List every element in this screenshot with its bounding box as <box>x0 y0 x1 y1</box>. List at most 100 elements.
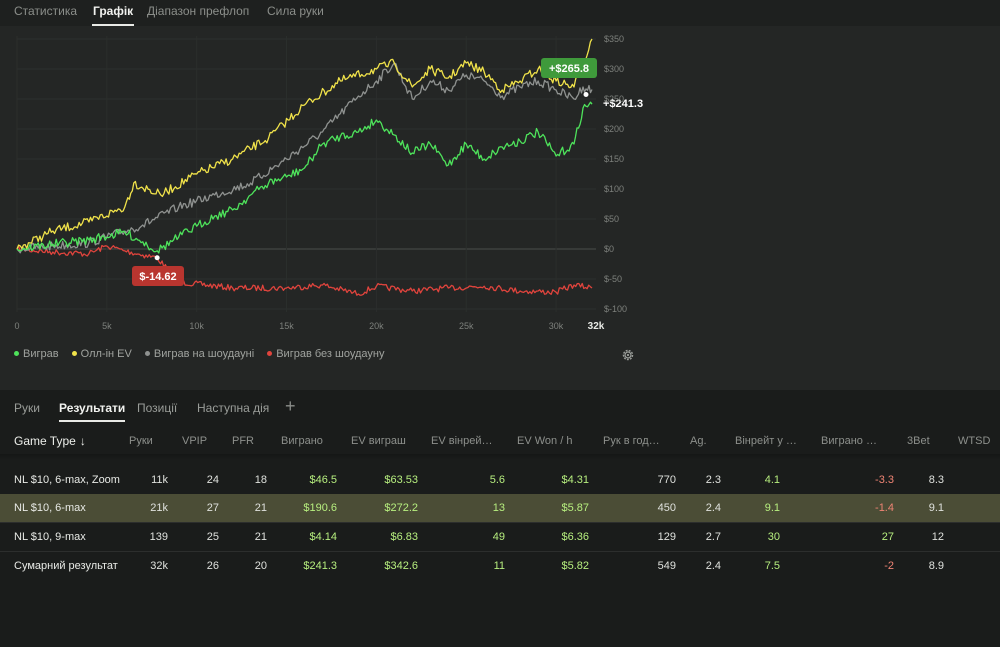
y-tick-label: $0 <box>604 244 614 254</box>
row-cell: 2.7 <box>705 531 721 543</box>
y-tick-label: $100 <box>604 184 624 194</box>
x-tick-label: 30k <box>549 321 564 331</box>
row-cell: 20 <box>254 560 267 572</box>
results-panel: Руки Результати Позиції Наступна дія + G… <box>0 390 1000 647</box>
column-3bet[interactable]: 3Bet <box>907 435 930 447</box>
graph-panel: +$265.8 +$241.3 $-14.62 $350 $300 $250 $200 $1… <box>0 26 1000 390</box>
tab-preflop-range[interactable]: Діапазон префлоп <box>147 4 250 18</box>
row-cell: 25 <box>206 531 219 543</box>
chart-legend: Виграв Олл-ін EV Виграв на шоудауні Вигр… <box>14 348 394 360</box>
row-cell: 9.1 <box>928 502 944 514</box>
gear-icon[interactable] <box>621 348 635 362</box>
row-cell: 139 <box>149 531 168 543</box>
tab-results[interactable]: Результати <box>59 401 126 422</box>
tab-hand-strength[interactable]: Сила руки <box>267 4 324 18</box>
row-cell: 12 <box>931 531 944 543</box>
row-cell: $5.82 <box>561 560 589 572</box>
tab-positions[interactable]: Позиції <box>137 401 178 415</box>
column-hands-per-hour[interactable]: Рук в год… <box>603 435 660 447</box>
row-cell: 770 <box>657 474 676 486</box>
legend-label: Виграв на шоудауні <box>153 348 255 360</box>
row-cell: 8.9 <box>928 560 944 572</box>
row-cell: 26 <box>206 560 219 572</box>
row-cell: 4.1 <box>764 474 780 486</box>
row-game-type: NL $10, 6-max <box>14 502 86 514</box>
column-winrate-at[interactable]: Вінрейт у … <box>735 435 797 447</box>
annotation-label: +$241.3 <box>603 98 643 110</box>
row-cell: $6.83 <box>390 531 418 543</box>
column-ev-winrate[interactable]: EV вінрей… <box>431 435 493 447</box>
chart-grid <box>16 36 596 312</box>
row-cell: $6.36 <box>561 531 589 543</box>
column-wtsd[interactable]: WTSD <box>958 435 991 447</box>
add-tab-button[interactable]: + <box>285 396 296 416</box>
legend-dot-gray <box>144 350 150 356</box>
row-cell: $4.14 <box>309 531 337 543</box>
legend-item-won[interactable]: Виграв <box>14 348 59 360</box>
row-game-type: Сумарний результат <box>14 560 118 572</box>
column-hands[interactable]: Руки <box>129 435 153 447</box>
annotation-point <box>154 255 160 261</box>
row-cell: 21 <box>254 531 267 543</box>
row-cell: 7.5 <box>764 560 780 572</box>
tab-next-action[interactable]: Наступна дія <box>197 401 270 415</box>
x-tick-label: 0 <box>14 321 19 331</box>
row-cell: 2.3 <box>705 474 721 486</box>
row-game-type: NL $10, 6-max, Zoom <box>14 474 120 486</box>
column-label: Game Type <box>14 434 76 448</box>
column-game-type[interactable]: Game Type ↓ <box>14 434 86 448</box>
y-tick-label: $-50 <box>604 274 622 284</box>
table-row-total[interactable]: Сумарний результат 32k 26 20 $241.3 $342.6 11 $… <box>0 552 1000 580</box>
y-tick-label: $200 <box>604 124 624 134</box>
row-cell: -1.4 <box>875 502 894 514</box>
legend-item-allin-ev[interactable]: Олл-ін EV <box>71 348 132 360</box>
series-line-2 <box>16 62 593 254</box>
series-line-0 <box>16 101 593 254</box>
table-header: Game Type ↓ Руки VPIP PFR Виграно EV вигр… <box>0 428 1000 454</box>
y-tick-label: $250 <box>604 94 624 104</box>
legend-item-non-showdown[interactable]: Виграв без шоудауну <box>267 348 384 360</box>
row-game-type: NL $10, 9-max <box>14 531 86 543</box>
row-cell: $342.6 <box>384 560 418 572</box>
column-ev-won[interactable]: EV виграш <box>351 435 406 447</box>
column-vpip[interactable]: VPIP <box>182 435 208 447</box>
annotation-badge <box>132 266 184 286</box>
results-chart[interactable]: +$265.8 +$241.3 $-14.62 $350 $300 $250 $200 $1… <box>0 26 1000 346</box>
column-pfr[interactable]: PFR <box>232 435 254 447</box>
row-cell: 49 <box>492 531 505 543</box>
row-cell: 450 <box>657 502 676 514</box>
column-ev-won-per-hour[interactable]: EV Won / h <box>517 435 573 447</box>
row-divider <box>0 522 1000 523</box>
x-tick-label: 32k <box>588 321 605 332</box>
sort-arrow-icon: ↓ <box>79 434 86 448</box>
tab-hands[interactable]: Руки <box>14 401 40 415</box>
legend-label: Виграв <box>23 348 59 360</box>
row-cell: $190.6 <box>303 502 337 514</box>
table-row[interactable]: NL $10, 6-max 21k 27 21 $190.6 $272.2 13 $5.87 4… <box>0 494 1000 522</box>
tab-graph[interactable]: Графік <box>91 4 135 26</box>
column-won-at[interactable]: Виграно … <box>821 435 877 447</box>
legend-item-showdown[interactable]: Виграв на шоудауні <box>144 348 255 360</box>
y-tick-label: $-100 <box>604 304 627 314</box>
chart-ticks: $350 $300 $250 $200 $150 $100 $50 $0 $-50 $-100 0 5… <box>14 34 627 332</box>
row-cell: 9.1 <box>764 502 780 514</box>
y-tick-label: $350 <box>604 34 624 44</box>
row-cell: 2.4 <box>705 502 721 514</box>
row-cell: 32k <box>150 560 168 572</box>
tab-statistics[interactable]: Статистика <box>14 4 78 18</box>
row-cell: 5.6 <box>489 474 505 486</box>
table-row[interactable]: NL $10, 6-max, Zoom 11k 24 18 $46.5 $63.53 5.6… <box>0 466 1000 494</box>
annotation-point <box>583 92 589 98</box>
row-cell: $4.31 <box>561 474 589 486</box>
table-row[interactable]: NL $10, 9-max 139 25 21 $4.14 $6.83 49 $6.36 129… <box>0 523 1000 551</box>
row-cell: 129 <box>657 531 676 543</box>
chart-annotations: +$265.8 +$241.3 $-14.62 <box>132 58 643 286</box>
legend-dot-green <box>14 350 19 356</box>
row-cell: 24 <box>206 474 219 486</box>
column-aggression[interactable]: Ag. <box>690 435 707 447</box>
x-tick-label: 25k <box>459 321 474 331</box>
y-tick-label: $50 <box>604 214 619 224</box>
column-won[interactable]: Виграно <box>281 435 323 447</box>
sub-tab-bar: Руки Результати Позиції Наступна дія + <box>0 390 1000 424</box>
series-line-3 <box>16 244 593 296</box>
